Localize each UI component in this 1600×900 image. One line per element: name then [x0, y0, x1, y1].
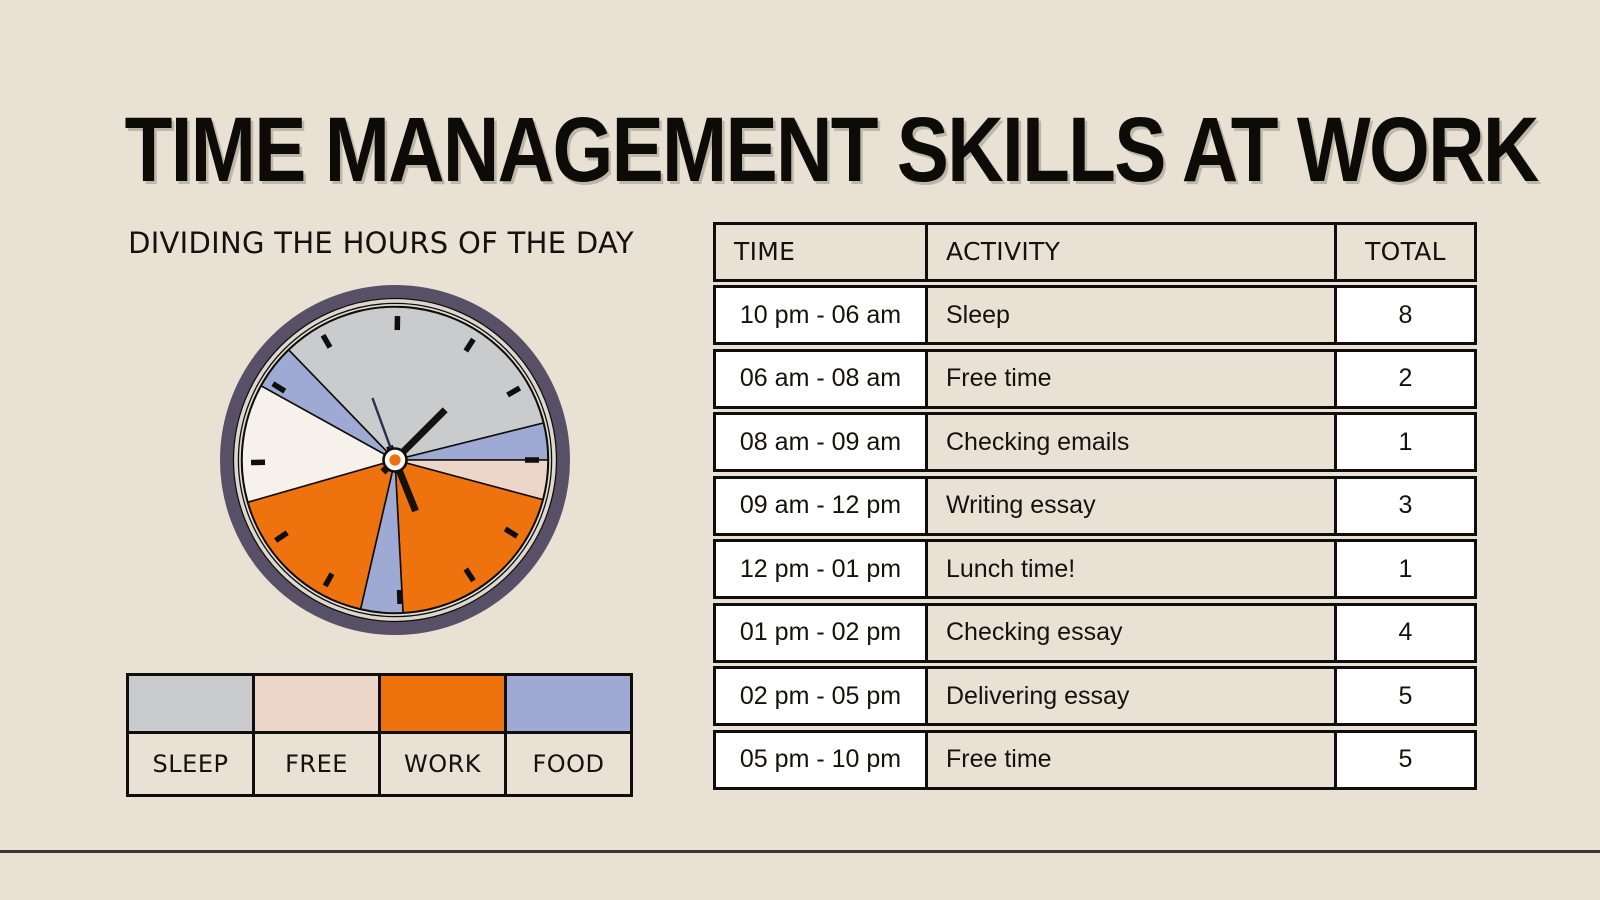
table-row: 06 am - 08 am Free time 2: [713, 348, 1477, 409]
clock-segment-work: [394, 459, 544, 614]
time-cell: 08 am - 09 am: [713, 412, 928, 472]
activity-cell: Sleep: [925, 285, 1337, 345]
clock-tick: [463, 567, 476, 583]
clock-tick: [322, 572, 335, 588]
time-cell: 06 am - 08 am: [713, 348, 928, 409]
legend-swatch-sleep: [126, 673, 255, 734]
legend-swatch-food: [504, 673, 633, 734]
legend-label-free: FREE: [252, 731, 381, 797]
clock-tick: [463, 337, 476, 353]
page-title: TIME MANAGEMENT SKILLS AT WORK: [0, 104, 1600, 196]
schedule-table-header: TIME ACTIVITY TOTAL: [713, 222, 1477, 282]
total-cell: 8: [1334, 285, 1477, 345]
time-cell: 02 pm - 05 pm: [713, 666, 928, 726]
legend-label-sleep: SLEEP: [126, 731, 255, 797]
schedule-table-body: 10 pm - 06 am Sleep 8 06 am - 08 am Free tim…: [713, 285, 1477, 790]
table-row: 08 am - 09 am Checking emails 1: [713, 412, 1477, 472]
total-cell: 5: [1334, 729, 1477, 790]
total-cell: 5: [1334, 666, 1477, 726]
total-cell: 4: [1334, 602, 1477, 663]
activity-cell: Lunch time!: [925, 539, 1337, 599]
legend-swatch-work: [378, 673, 507, 734]
clock-hub-dot: [389, 454, 401, 466]
activity-cell: Writing essay: [925, 475, 1337, 536]
bottom-divider-line: [0, 850, 1600, 853]
clock-rim: [220, 285, 570, 635]
table-row: 09 am - 12 pm Writing essay 3: [713, 475, 1477, 536]
clock-segment-work: [247, 459, 396, 610]
legend-label-work: WORK: [378, 731, 507, 797]
clock-segment-free: [241, 385, 396, 503]
clock-segment-food: [260, 349, 396, 461]
clock-tick: [506, 385, 522, 398]
total-cell: 2: [1334, 348, 1477, 409]
schedule-table: TIME ACTIVITY TOTAL 10 pm - 06 am Sleep 8 0…: [713, 222, 1477, 793]
table-row: 02 pm - 05 pm Delivering essay 5: [713, 666, 1477, 726]
clock-segment-sleep: [287, 306, 545, 461]
clock-tick: [271, 381, 287, 394]
total-cell: 1: [1334, 412, 1477, 472]
header-cell-total: TOTAL: [1334, 222, 1477, 282]
time-cell: 01 pm - 02 pm: [713, 602, 928, 663]
clock-illustration: [217, 282, 573, 638]
legend-swatch-row: [126, 673, 633, 734]
activity-cell: Checking emails: [925, 412, 1337, 472]
legend-table: SLEEP FREE WORK FOOD: [126, 673, 633, 797]
table-row: 01 pm - 02 pm Checking essay 4: [713, 602, 1477, 663]
activity-cell: Checking essay: [925, 602, 1337, 663]
legend-swatch-free: [252, 673, 381, 734]
clock: [220, 285, 570, 635]
legend-label-food: FOOD: [504, 731, 633, 797]
total-cell: 1: [1334, 539, 1477, 599]
total-cell: 3: [1334, 475, 1477, 536]
clock-tick: [320, 333, 333, 349]
time-cell: 10 pm - 06 am: [713, 285, 928, 345]
activity-cell: Delivering essay: [925, 666, 1337, 726]
table-row: 12 pm - 01 pm Lunch time! 1: [713, 539, 1477, 599]
section-subtitle: DIVIDING THE HOURS OF THE DAY: [128, 226, 634, 260]
activity-cell: Free time: [925, 729, 1337, 790]
clock-tick: [274, 530, 289, 543]
page-title-text: TIME MANAGEMENT SKILLS AT WORK: [124, 99, 1540, 201]
table-row: 10 pm - 06 am Sleep 8: [713, 285, 1477, 345]
clock-tick: [503, 526, 519, 539]
time-cell: 12 pm - 01 pm: [713, 539, 928, 599]
legend-label-row: SLEEP FREE WORK FOOD: [126, 731, 633, 797]
header-cell-time: TIME: [713, 222, 928, 282]
time-cell: 09 am - 12 pm: [713, 475, 928, 536]
time-cell: 05 pm - 10 pm: [713, 729, 928, 790]
table-row: 05 pm - 10 pm Free time 5: [713, 729, 1477, 790]
activity-cell: Free time: [925, 348, 1337, 409]
header-cell-activity: ACTIVITY: [925, 222, 1337, 282]
